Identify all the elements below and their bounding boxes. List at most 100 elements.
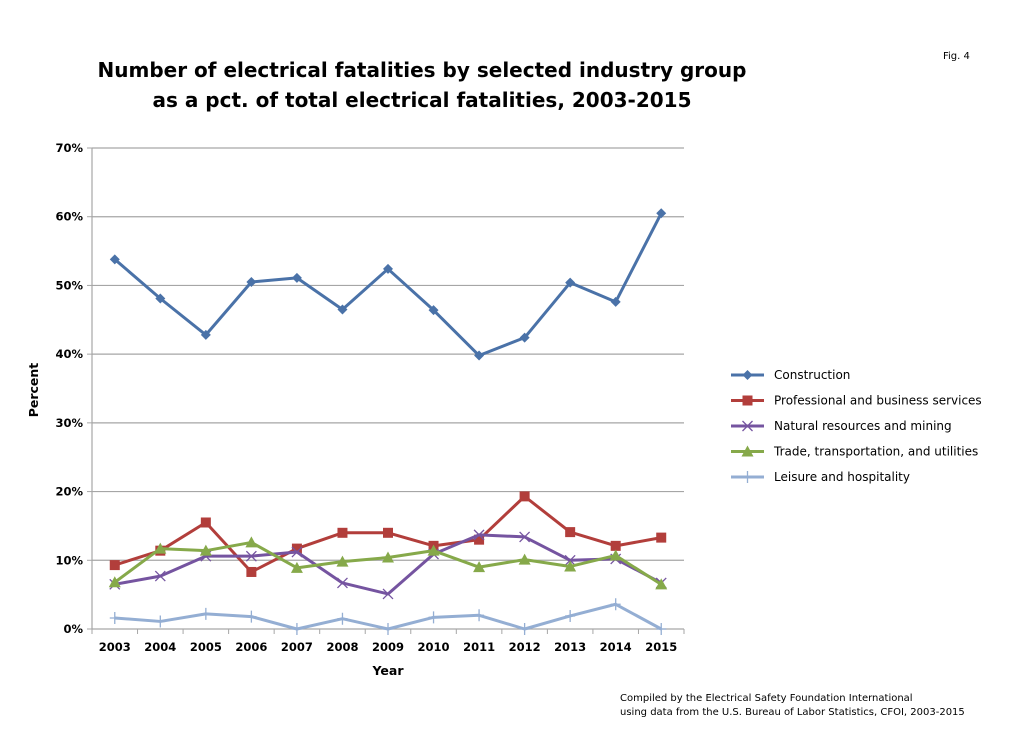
data-point xyxy=(474,534,485,545)
data-point xyxy=(337,304,348,315)
x-tick-label: 2004 xyxy=(144,640,176,654)
legend-label: Leisure and hospitality xyxy=(774,470,910,484)
y-tick-label: 0% xyxy=(63,622,83,636)
data-point xyxy=(656,208,667,219)
x-tick-label: 2011 xyxy=(463,640,495,654)
series-leisure-and-hospitality xyxy=(109,598,667,635)
y-tick-label: 70% xyxy=(55,141,83,155)
data-point xyxy=(245,536,258,548)
legend-item: Leisure and hospitality xyxy=(731,470,910,484)
data-point xyxy=(564,560,577,572)
data-point xyxy=(291,272,302,283)
data-point xyxy=(565,527,576,538)
data-point xyxy=(337,577,348,589)
data-point xyxy=(610,296,621,307)
legend-item: Natural resources and mining xyxy=(731,419,952,433)
data-point xyxy=(109,254,120,265)
data-point xyxy=(291,543,302,554)
data-point xyxy=(199,544,212,556)
x-tick-label: 2012 xyxy=(509,640,541,654)
data-point xyxy=(290,561,303,573)
data-point xyxy=(519,491,530,502)
data-point xyxy=(518,553,531,565)
chart-title-line-2: as a pct. of total electrical fatalities… xyxy=(152,88,691,112)
data-point xyxy=(336,555,349,567)
data-point xyxy=(383,263,393,274)
y-tick-label: 40% xyxy=(55,347,83,361)
y-tick-label: 60% xyxy=(55,210,83,224)
data-point xyxy=(519,623,530,635)
legend-label: Natural resources and mining xyxy=(774,419,952,433)
data-point xyxy=(108,576,121,588)
x-tick-label: 2010 xyxy=(418,640,450,654)
series-construction xyxy=(109,208,667,361)
y-tick-label: 20% xyxy=(55,485,83,499)
legend-item: Construction xyxy=(731,368,850,382)
data-point xyxy=(565,277,576,288)
data-point xyxy=(656,623,667,635)
credit-line-1: Compiled by the Electrical Safety Founda… xyxy=(620,693,913,704)
series-trade-transportation-and-utilities xyxy=(108,536,668,590)
data-point xyxy=(519,531,531,543)
legend-marker xyxy=(741,445,754,457)
data-point xyxy=(383,527,393,538)
data-point xyxy=(474,609,485,622)
data-point xyxy=(383,623,393,635)
data-point xyxy=(655,578,668,590)
data-point xyxy=(109,612,120,625)
y-axis-label: Percent xyxy=(26,363,41,418)
legend-label: Trade, transportation, and utilities xyxy=(773,445,978,459)
data-point xyxy=(291,623,302,635)
y-tick-label: 50% xyxy=(55,278,83,292)
data-point xyxy=(245,550,257,562)
data-point xyxy=(610,540,621,551)
x-tick-label: 2015 xyxy=(645,640,677,654)
data-point xyxy=(519,332,530,343)
legend-label: Professional and business services xyxy=(774,394,982,408)
legend-marker xyxy=(742,370,753,380)
x-tick-label: 2005 xyxy=(190,640,222,654)
data-point xyxy=(200,329,211,340)
data-point xyxy=(382,551,394,563)
data-point xyxy=(337,612,348,625)
data-point xyxy=(200,607,211,620)
data-point xyxy=(382,588,394,600)
data-point xyxy=(473,529,485,541)
data-point xyxy=(427,544,440,556)
x-tick-label: 2006 xyxy=(235,640,267,654)
legend-label: Construction xyxy=(774,368,850,382)
series-line xyxy=(113,540,663,586)
data-point xyxy=(473,561,486,573)
data-point xyxy=(200,517,211,528)
x-tick-label: 2009 xyxy=(372,640,404,654)
x-tick-label: 2008 xyxy=(326,640,358,654)
x-tick-label: 2003 xyxy=(99,640,131,654)
credit-line-2: using data from the U.S. Bureau of Labor… xyxy=(620,707,965,718)
data-point xyxy=(565,609,576,622)
data-point xyxy=(155,293,166,304)
data-point xyxy=(109,560,120,571)
data-point xyxy=(155,615,166,628)
data-point xyxy=(154,570,166,582)
data-point xyxy=(474,350,485,361)
data-point xyxy=(428,611,439,624)
data-point xyxy=(246,610,257,623)
legend-marker xyxy=(742,395,753,406)
data-point xyxy=(337,527,348,538)
y-tick-label: 30% xyxy=(55,416,83,430)
legend-item: Professional and business services xyxy=(731,394,982,408)
data-point xyxy=(564,554,576,566)
x-axis-label: Year xyxy=(372,663,405,678)
series-line xyxy=(113,212,663,358)
figure-label: Fig. 4 xyxy=(943,51,970,62)
data-point xyxy=(154,542,167,554)
x-tick-label: 2007 xyxy=(281,640,313,654)
x-tick-label: 2013 xyxy=(554,640,586,654)
data-point xyxy=(656,532,667,543)
legend-item: Trade, transportation, and utilities xyxy=(731,445,978,459)
data-point xyxy=(246,276,257,287)
data-point xyxy=(609,549,622,561)
series-professional-and-business-services xyxy=(109,491,667,577)
y-tick-label: 10% xyxy=(55,553,83,567)
